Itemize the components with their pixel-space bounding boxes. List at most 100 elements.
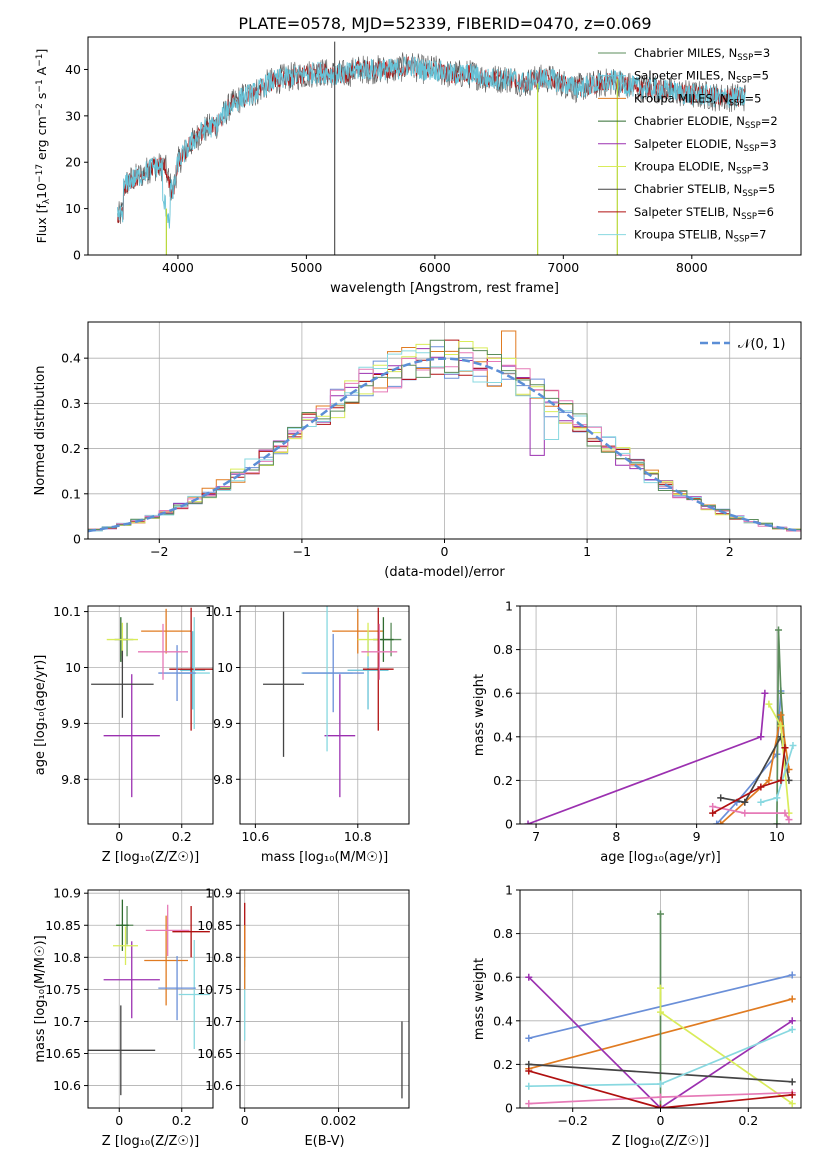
y-tick-label: 20 [65,155,81,170]
y-axis-label-part: −17 [35,164,45,183]
weight-marker [525,973,533,981]
x-axis-label: E(B-V) [304,1134,344,1149]
legend-entry: Salpeter STELIB, NSSP=6 [634,205,774,222]
errorbar-point [302,633,364,713]
legend-nssp-sub: SSP [736,76,752,86]
age-vs-mass-content [263,606,402,798]
weight-marker [789,742,797,750]
errorbar-point [116,899,129,951]
weight-marker [761,689,769,697]
legend-nssp-sub: SSP [741,212,757,222]
weight-marker [781,809,789,817]
x-tick-label: 5000 [290,260,322,275]
y-tick-label: 0.8 [493,642,513,657]
errorbar-point [158,645,196,702]
y-tick-label: 9.8 [61,772,81,787]
panel-mass-vs-ebv: 0 0.002 10.6 10.65 10.7 10.75 10.8 10.85 10.9 E(B… [197,886,410,1149]
panel-weight-vs-z: −0.2 0 0.2 0 0.2 0.4 0.6 0.8 1 Z [log₁₀(Z/Z☉)] mas… [472,883,802,1149]
x-tick-label: 10.6 [241,829,269,844]
weight-marker [788,1078,796,1086]
legend-gaussian-label: 𝒩(0, 1) [738,337,785,352]
legend-eq: = [752,69,762,83]
x-tick-label: 0 [241,1113,249,1128]
weight-marker [717,794,725,802]
x-tick-label: −1 [293,544,311,559]
y-tick-label: 40 [65,62,81,77]
weight-marker [713,820,721,824]
legend-lib: STELIB [686,205,725,219]
y-tick-label: 0.2 [493,1057,513,1072]
y-tick-label: 0.4 [493,1013,513,1028]
errorbar-point [138,623,188,680]
weight-marker [777,722,785,730]
x-tick-label: 0 [115,829,123,844]
legend-imf: Kroupa [634,91,675,105]
weight-series [657,984,796,1108]
weight-marker [657,1093,664,1101]
x-tick-label: −0.2 [558,1113,588,1128]
weight-vs-z-content [525,910,796,1108]
y-tick-label: 10 [65,660,81,675]
x-tick-label: 1 [583,544,591,559]
y-tick-label: 10.85 [197,918,233,933]
y-tick-label: 1 [505,883,513,898]
age-vs-mass-plot-area [240,606,409,824]
figure-title: PLATE=0578, MJD=52339, FIBERID=0470, z=0… [238,14,651,33]
panel-residuals: −2 −1 0 1 2 0 0.1 0.2 0.3 0.4 (data-model)/error No… [33,321,802,580]
weight-series [525,1067,796,1108]
legend-imf: Salpeter [634,137,683,151]
legend-nssp: 3 [769,137,776,151]
x-axis-label: mass [log₁₀(M/M☉)] [261,850,388,865]
weight-line [528,1063,793,1083]
x-tick-label: 6000 [419,260,451,275]
axes-frame [87,36,802,256]
weight-marker [525,1034,533,1042]
weight-marker [777,689,785,697]
legend-entry: Kroupa MILES, NSSP=5 [634,91,761,108]
weight-series [524,689,769,824]
y-tick-label: 10.75 [197,982,233,997]
weight-line [528,1070,793,1108]
y-axis-label-part: −1 [35,79,45,92]
errorbar-point [178,940,210,1050]
legend-eq: = [760,137,770,151]
x-tick-label: 8 [612,829,620,844]
legend-eq: = [749,228,759,242]
y-tick-label: 0.8 [493,926,513,941]
y-tick-label: 0.2 [493,773,513,788]
legend-nssp-sub: SSP [744,144,760,154]
legend-nssp: 3 [763,46,770,60]
weight-marker [741,809,749,817]
residuals-content [88,330,801,539]
spectrum-trace [117,56,746,229]
panel-age-vs-mass: 10.6 10.8 9.8 9.9 10 10.1 mass [log₁₀(M/M☉)] [205,604,410,865]
y-tick-label: 10.85 [45,918,81,933]
legend-eq: = [753,46,763,60]
legend-eq: = [758,182,768,196]
legend-nssp-prefix: N [725,228,734,242]
legend-nssp: 7 [759,228,766,242]
x-tick-label: 9 [693,829,701,844]
weight-marker [657,1008,664,1016]
axes-frame [87,889,214,1109]
legend-lib: ELODIE [678,160,720,174]
x-tick-label: 7 [532,829,540,844]
y-tick-label: 9.9 [213,716,233,731]
weight-marker [717,820,725,824]
weight-marker [788,1017,796,1025]
legend-nssp: 2 [770,114,777,128]
y-axis-label: age [log₁₀(age/yr)] [33,655,48,776]
y-tick-label: 10.8 [53,950,81,965]
legend-sep: , [720,69,727,83]
legend-entry: Kroupa ELODIE, NSSP=3 [634,160,769,177]
legend-nssp-sub: SSP [742,189,758,199]
weight-series [709,744,789,817]
weight-series [717,733,793,806]
legend-eq: = [752,160,762,174]
y-tick-label: 10 [65,201,81,216]
y-tick-label: 30 [65,108,81,123]
legend-nssp-sub: SSP [745,121,761,131]
y-tick-label: 10.75 [45,982,81,997]
y-tick-label: 10.65 [45,1046,81,1061]
